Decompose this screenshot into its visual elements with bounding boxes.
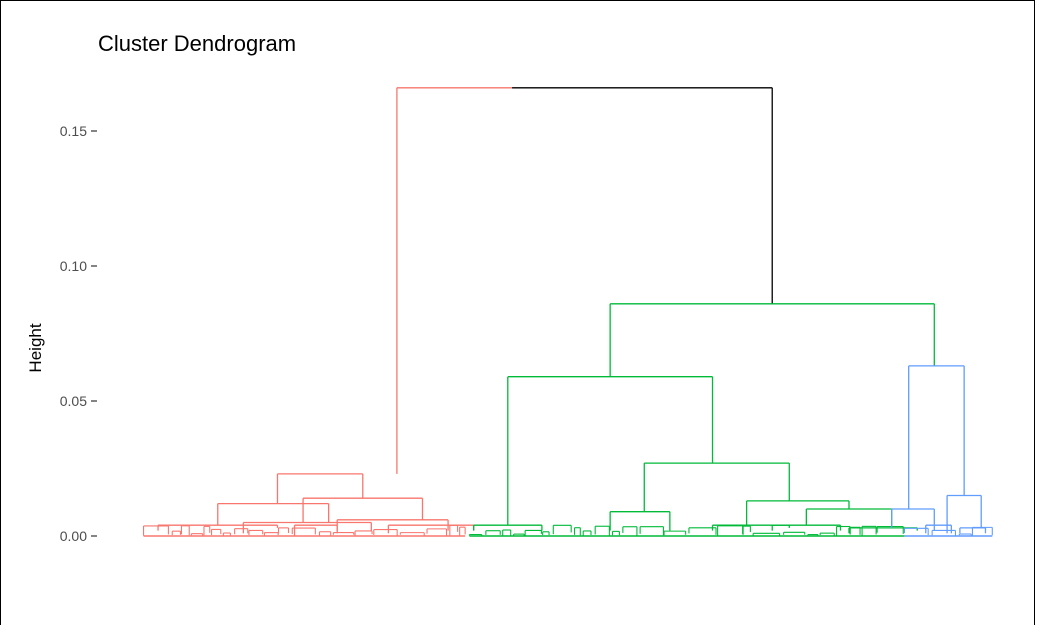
y-axis: 0.00 0.05 0.10 0.15 <box>60 123 97 544</box>
merge-cluster2 <box>609 511 671 531</box>
leaf-cluster <box>143 524 466 537</box>
merge-cluster2 <box>507 376 714 526</box>
merge-cluster2 <box>771 524 842 531</box>
merge-cluster3 <box>890 508 935 531</box>
root-merge <box>396 87 773 474</box>
y-axis-label: Height <box>26 323 45 372</box>
merge-cluster1 <box>242 521 372 534</box>
merge-cluster3 <box>908 365 965 509</box>
merge-cluster1 <box>276 473 364 504</box>
dendrogram-tree <box>143 87 993 537</box>
merge-cluster3 <box>925 524 952 534</box>
y-tick-label: 0.05 <box>60 393 87 409</box>
y-tick-label: 0.10 <box>60 258 87 274</box>
leaf-cluster <box>468 524 905 537</box>
merge-cluster1 <box>293 524 338 536</box>
y-tick-label: 0.00 <box>60 528 87 544</box>
merge-cluster1 <box>302 497 424 523</box>
merge-cluster2 <box>643 462 790 512</box>
chart-title: Cluster Dendrogram <box>98 31 296 56</box>
merge-cluster2 <box>745 500 850 526</box>
leaf-cluster <box>903 526 993 537</box>
merge-cluster3 <box>946 494 982 534</box>
y-tick-label: 0.15 <box>60 123 87 139</box>
merge-cluster2 <box>473 524 543 531</box>
merge-cluster1 <box>217 502 330 526</box>
merge-cluster2 <box>609 303 935 377</box>
